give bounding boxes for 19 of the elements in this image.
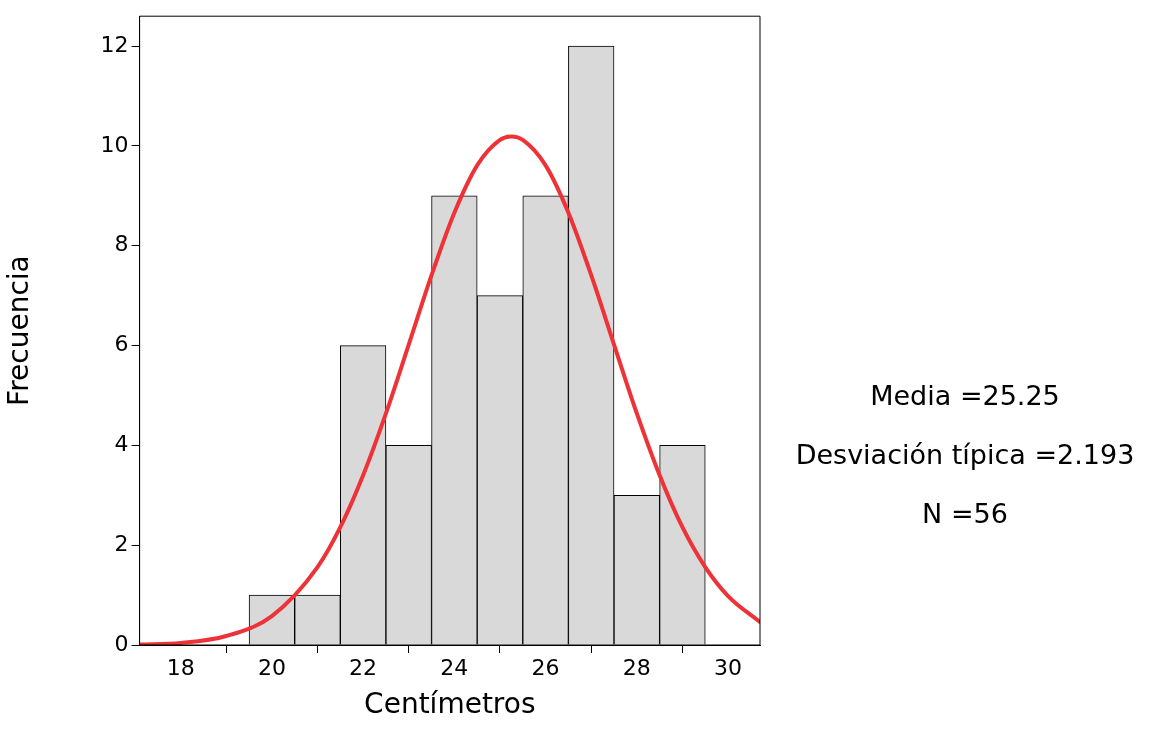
y-tick-label: 12 [100,31,129,57]
y-tick-label: 2 [114,530,129,556]
y-axis-title: Frecuencia [2,255,36,406]
y-tick-label: 0 [114,630,129,656]
y-tick-label: 4 [114,431,129,457]
x-tick-label: 20 [257,654,286,680]
text: N =56 [921,498,1009,529]
x-tick-label: 28 [622,654,651,680]
y-tick-label: 10 [100,131,129,157]
text: Desviación típica =2.193 [794,439,1136,470]
x-axis-title: Centímetros [364,687,536,721]
x-tick-label: 26 [531,654,560,680]
x-tick-label: 22 [349,654,378,680]
text: Media =25.25 [869,380,1061,411]
y-tick-label: 8 [114,231,129,257]
x-tick-label: 18 [166,654,195,680]
y-tick-label: 6 [114,331,129,357]
x-tick-label: 24 [440,654,469,680]
x-tick-label: 30 [714,654,743,680]
